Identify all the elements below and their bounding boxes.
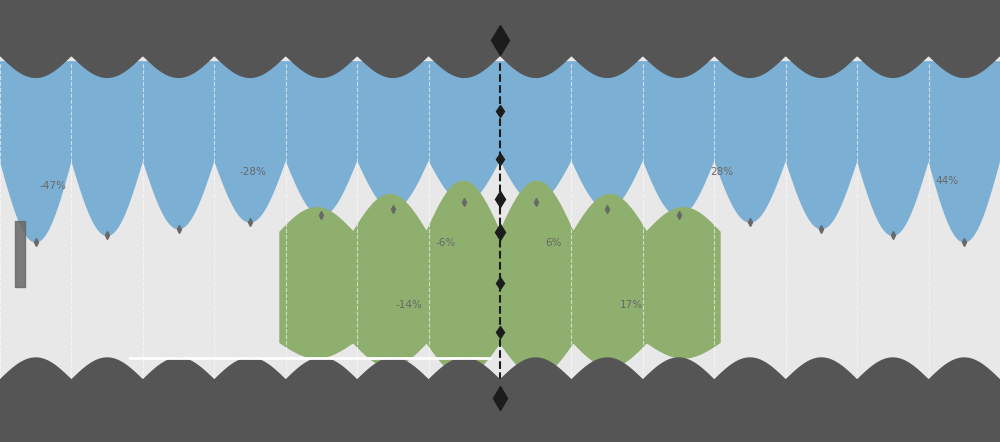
Polygon shape (0, 62, 1000, 242)
Text: -47%: -47% (40, 181, 67, 191)
Bar (15, 221, 25, 287)
Polygon shape (0, 0, 1000, 77)
Text: 28%: 28% (710, 168, 733, 177)
Polygon shape (280, 181, 720, 376)
Text: 17%: 17% (620, 300, 643, 310)
Text: 44%: 44% (935, 176, 958, 186)
Text: 6%: 6% (545, 238, 562, 248)
Text: -28%: -28% (240, 168, 267, 177)
Text: -6%: -6% (435, 238, 455, 248)
Text: -14%: -14% (395, 300, 422, 310)
Polygon shape (0, 358, 1000, 442)
